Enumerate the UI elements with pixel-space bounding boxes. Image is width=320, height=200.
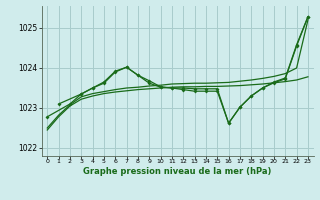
X-axis label: Graphe pression niveau de la mer (hPa): Graphe pression niveau de la mer (hPa) (84, 167, 272, 176)
